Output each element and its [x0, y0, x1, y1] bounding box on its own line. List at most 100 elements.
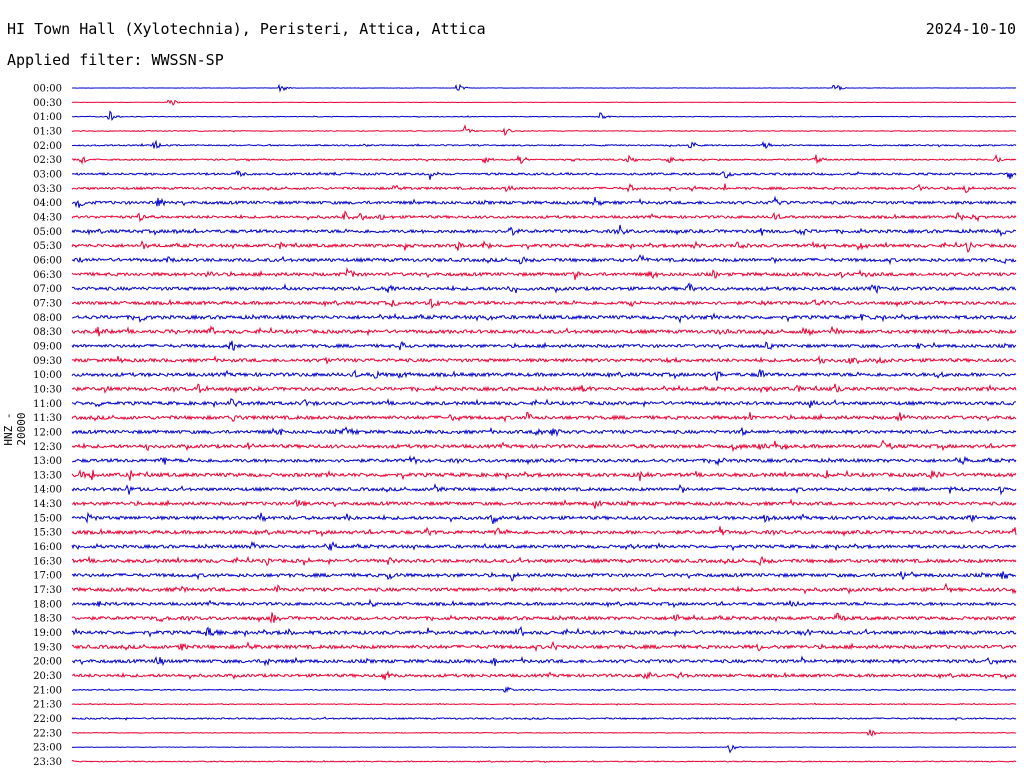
time-tick-label: 20:00	[33, 657, 62, 668]
time-tick-label: 07:00	[33, 284, 62, 295]
trace-line	[71, 625, 1017, 638]
trace-line	[71, 439, 1017, 453]
trace-line	[71, 455, 1017, 467]
trace-line	[71, 540, 1017, 552]
time-tick-label: 01:00	[33, 112, 62, 123]
time-tick-label: 17:30	[33, 585, 62, 596]
trace-line	[71, 526, 1017, 538]
time-tick-label: 18:00	[33, 599, 62, 610]
time-tick-label: 13:00	[33, 456, 62, 467]
trace-line	[71, 498, 1017, 509]
time-tick-label: 09:30	[33, 356, 62, 367]
trace-line	[71, 153, 1017, 165]
trace-line	[71, 655, 1017, 667]
time-tick-label: 00:30	[33, 98, 62, 109]
trace-line	[71, 729, 1017, 737]
time-tick-label: 11:30	[33, 413, 62, 424]
time-tick-label: 19:00	[33, 628, 62, 639]
trace-line	[71, 582, 1017, 595]
time-tick-label: 23:00	[33, 743, 62, 754]
trace-line	[71, 110, 1017, 121]
time-tick-label: 05:00	[33, 227, 62, 238]
time-tick-label: 02:30	[33, 155, 62, 166]
trace-line	[71, 426, 1017, 438]
trace-line	[71, 759, 1017, 764]
trace-line	[71, 744, 1017, 754]
time-tick-label: 23:30	[33, 757, 62, 768]
time-tick-label: 03:30	[33, 184, 62, 195]
time-tick-label: 02:00	[33, 141, 62, 152]
trace-line	[71, 340, 1017, 351]
trace-line	[71, 170, 1017, 180]
time-tick-label: 09:00	[33, 341, 62, 352]
time-tick-label: 20:30	[33, 671, 62, 682]
trace-line	[71, 383, 1017, 394]
time-tick-label: 14:00	[33, 485, 62, 496]
trace-line	[71, 369, 1017, 381]
trace-line	[71, 83, 1017, 93]
trace-line	[71, 411, 1017, 424]
filter-label: Applied filter: WWSSN-SP	[7, 51, 224, 69]
trace-line	[71, 254, 1017, 266]
trace-line	[71, 702, 1017, 706]
time-tick-label: 15:30	[33, 528, 62, 539]
time-tick-label: 07:30	[33, 298, 62, 309]
trace-line	[71, 312, 1017, 324]
time-tick-label: 22:00	[33, 714, 62, 725]
time-tick-label: 22:30	[33, 728, 62, 739]
time-tick-label: 03:00	[33, 169, 62, 180]
trace-line	[71, 325, 1017, 337]
trace-line	[71, 139, 1017, 150]
trace-line	[71, 210, 1017, 223]
time-tick-label: 04:30	[33, 212, 62, 223]
time-tick-label: 06:00	[33, 255, 62, 266]
time-tick-label: 08:30	[33, 327, 62, 338]
trace-line	[71, 266, 1017, 281]
time-tick-label: 13:30	[33, 470, 62, 481]
time-tick-label: 10:00	[33, 370, 62, 381]
trace-line	[71, 195, 1017, 208]
time-tick-label: 05:30	[33, 241, 62, 252]
trace-line	[71, 398, 1017, 409]
time-tick-label: 14:30	[33, 499, 62, 510]
trace-line	[71, 640, 1017, 653]
time-tick-label: 17:00	[33, 571, 62, 582]
trace-line	[71, 571, 1017, 582]
time-tick-label: 12:30	[33, 442, 62, 453]
trace-line	[71, 612, 1017, 624]
time-tick-label: 10:30	[33, 384, 62, 395]
time-tick-label: 04:00	[33, 198, 62, 209]
trace-line	[71, 239, 1017, 253]
trace-line	[71, 685, 1017, 693]
time-tick-label: 18:30	[33, 614, 62, 625]
trace-line	[71, 282, 1017, 295]
trace-line	[71, 555, 1017, 567]
time-tick-label: 19:30	[33, 642, 62, 653]
time-tick-label: 11:00	[33, 399, 62, 410]
trace-line	[71, 511, 1017, 525]
trace-line	[71, 670, 1017, 681]
time-tick-label: 00:00	[33, 84, 62, 95]
time-tick-label: 06:30	[33, 270, 62, 281]
trace-line	[71, 99, 1016, 106]
time-tick-label: 12:00	[33, 427, 62, 438]
time-tick-label: 21:00	[33, 685, 62, 696]
trace-line	[71, 598, 1017, 609]
trace-line	[71, 716, 1017, 721]
trace-line	[71, 469, 1017, 482]
time-tick-label: 16:00	[33, 542, 62, 553]
trace-line	[71, 354, 1017, 366]
trace-line	[71, 182, 1017, 194]
trace-line	[71, 298, 1017, 310]
time-tick-label: 15:00	[33, 513, 62, 524]
date-label: 2024-10-10	[925, 20, 1016, 38]
time-tick-label: 21:30	[33, 700, 62, 711]
time-tick-label: 16:30	[33, 556, 62, 567]
time-tick-label: 01:30	[33, 126, 62, 137]
trace-line	[71, 483, 1017, 496]
station-title: HI Town Hall (Xylotechnia), Peristeri, A…	[7, 20, 486, 38]
time-tick-label: 08:00	[33, 313, 62, 324]
trace-line	[71, 124, 1017, 137]
trace-line	[71, 224, 1017, 237]
